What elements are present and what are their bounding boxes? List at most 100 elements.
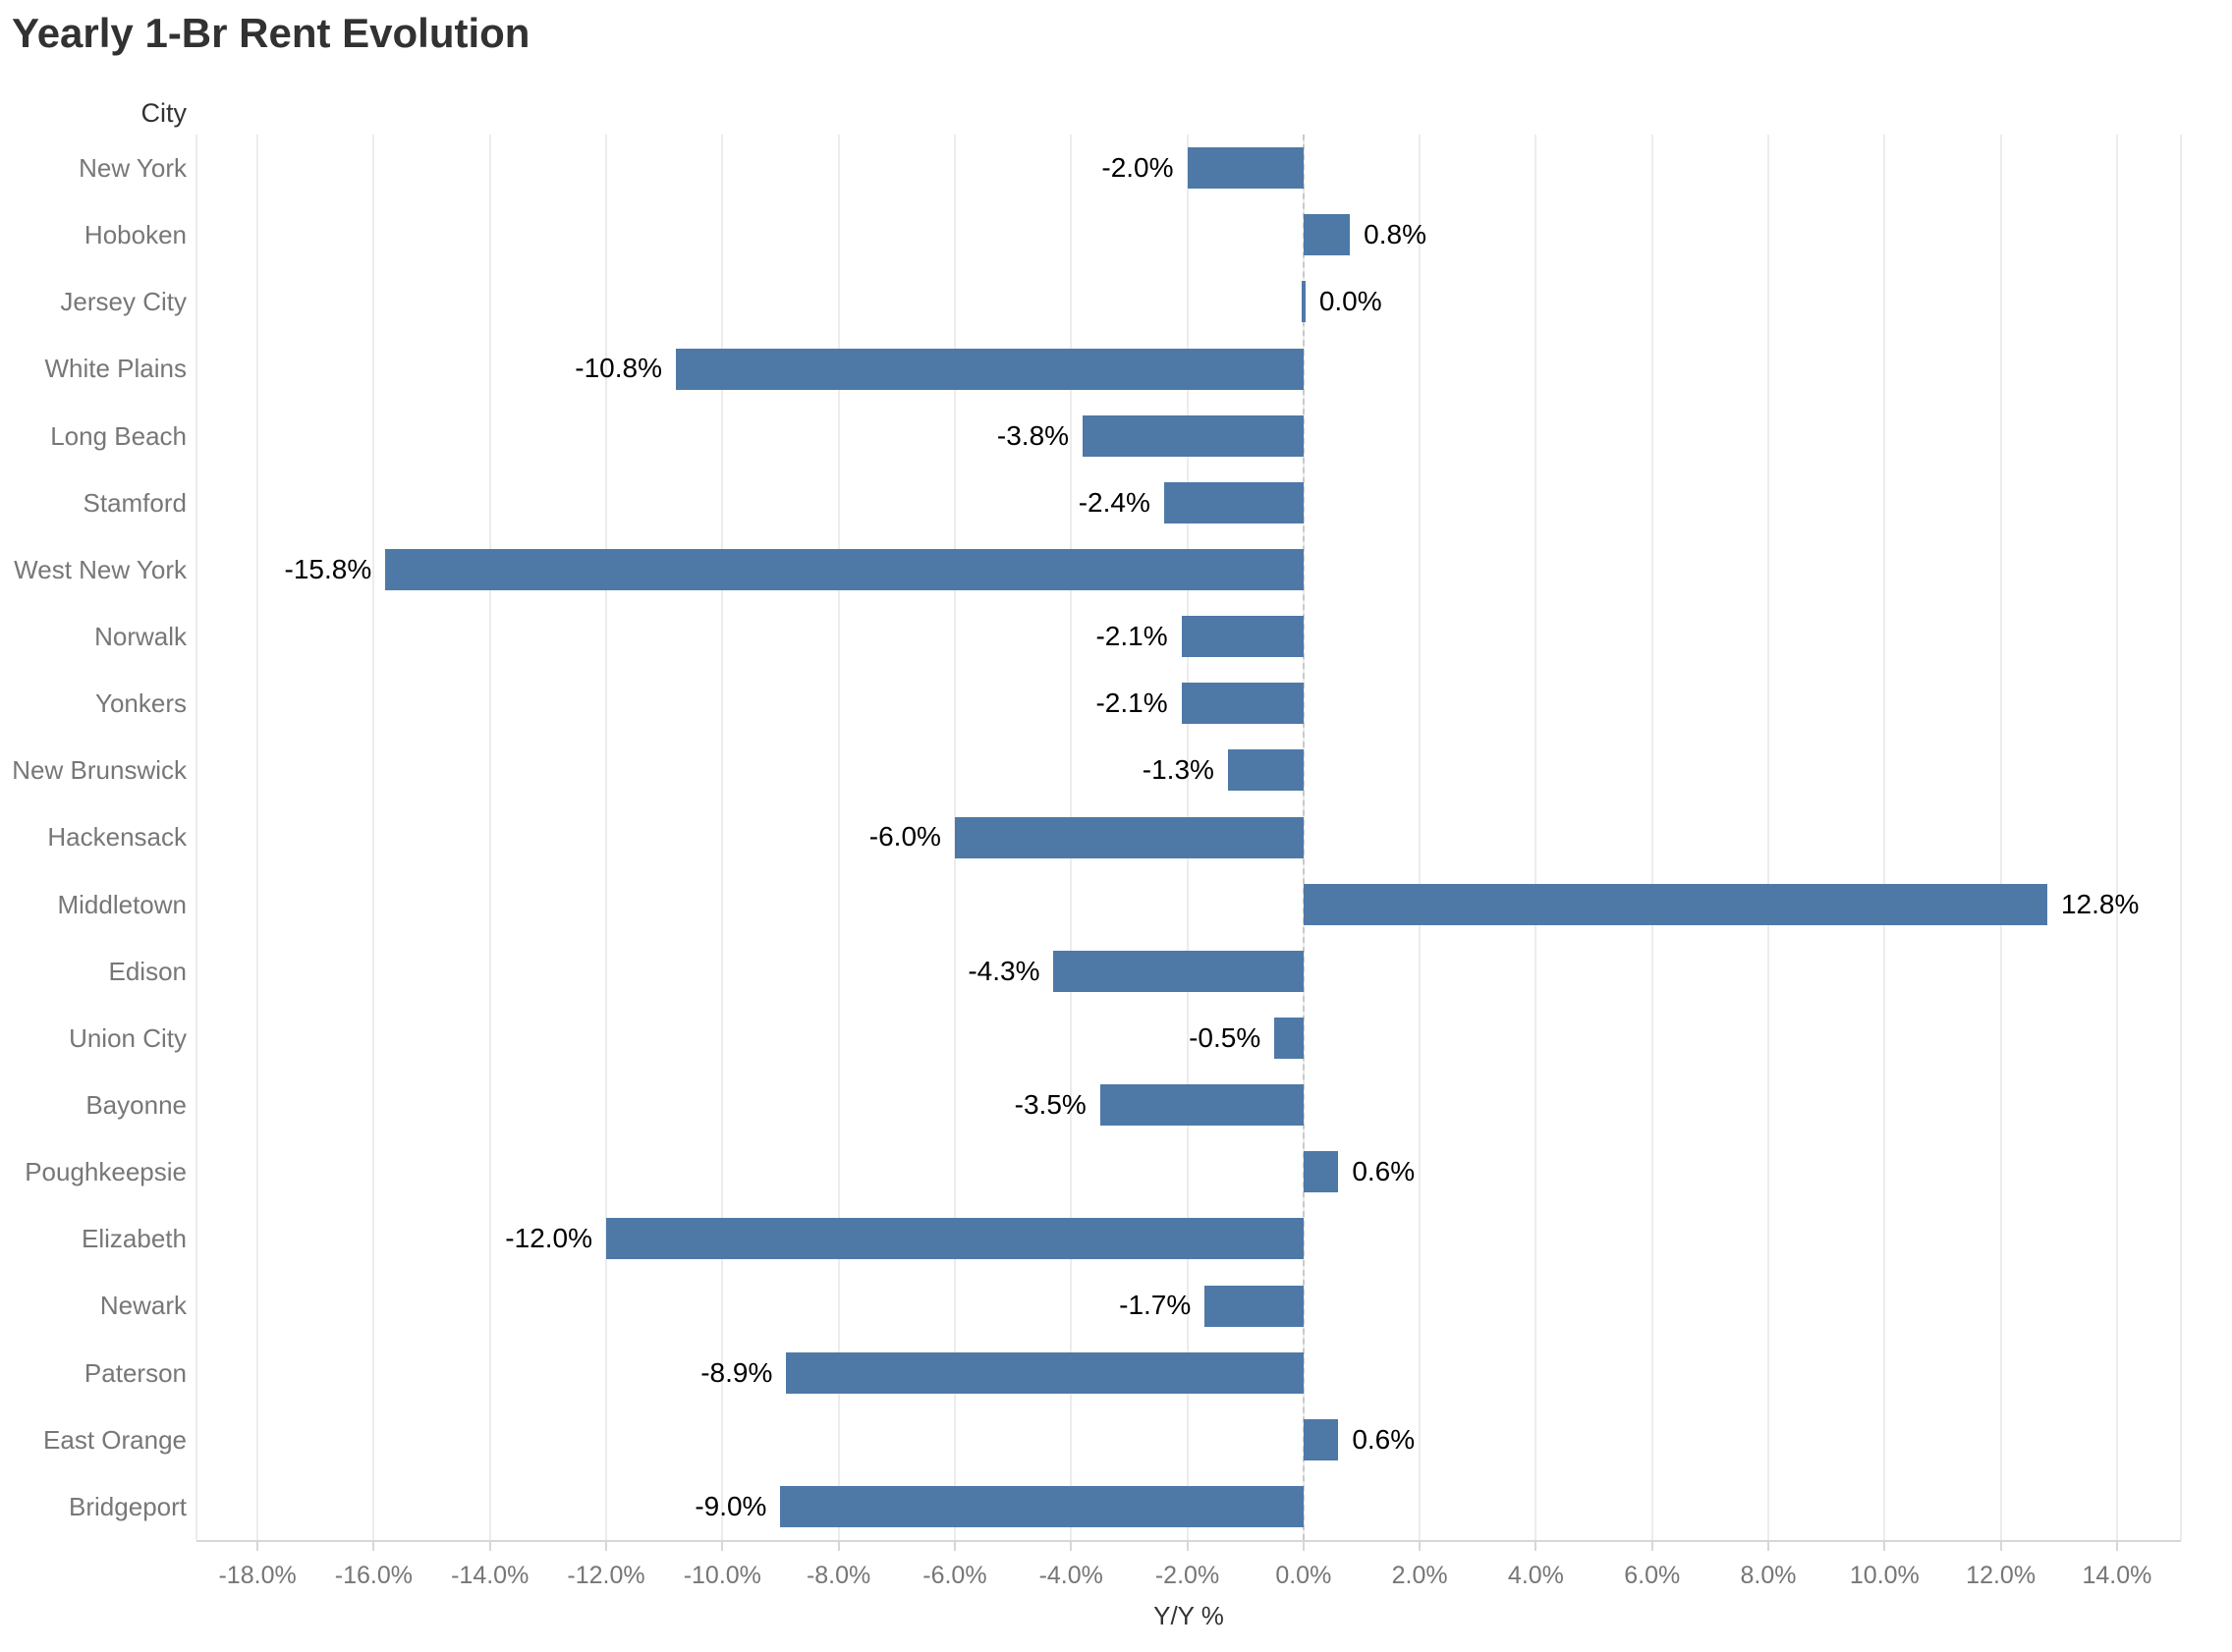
value-label: -8.9% [700, 1356, 773, 1388]
gridline [721, 135, 724, 1540]
zero-line [1302, 135, 1305, 1540]
axis-tick [1302, 1542, 1305, 1551]
value-label: -1.7% [1119, 1290, 1192, 1321]
axis-tick-label: 10.0% [1849, 1562, 1920, 1589]
bar[interactable] [1187, 147, 1304, 190]
bar[interactable] [1227, 749, 1304, 792]
axis-tick [837, 1542, 840, 1551]
axis-tick-label: -2.0% [1154, 1562, 1220, 1589]
category-label: New York [79, 153, 187, 183]
gridline [488, 135, 491, 1540]
axis-tick [372, 1542, 375, 1551]
axis-tick [605, 1542, 607, 1551]
gridline [256, 135, 259, 1540]
axis-tick-label: 8.0% [1740, 1562, 1797, 1589]
value-label: -9.0% [695, 1490, 767, 1521]
gridline [2115, 135, 2118, 1540]
axis-tick-label: -14.0% [451, 1562, 530, 1589]
bar[interactable] [780, 1485, 1304, 1527]
category-label: Hackensack [47, 822, 187, 853]
axis-tick-label: 12.0% [1966, 1562, 2037, 1589]
gridline [1650, 135, 1653, 1540]
bar[interactable] [1303, 214, 1351, 256]
bar[interactable] [606, 1218, 1304, 1260]
axis-tick-label: 6.0% [1624, 1562, 1681, 1589]
axis-tick-label: -16.0% [334, 1562, 414, 1589]
value-label: 0.8% [1364, 219, 1426, 250]
axis-tick [953, 1542, 956, 1551]
axis-tick [1534, 1542, 1537, 1551]
x-axis-line [196, 1540, 2181, 1542]
bar[interactable] [1181, 616, 1304, 658]
category-label: Newark [99, 1291, 187, 1321]
gridline [2180, 135, 2182, 1540]
value-label: -0.5% [1189, 1021, 1261, 1053]
axis-tick-label: -4.0% [1038, 1562, 1103, 1589]
bar[interactable] [954, 816, 1304, 858]
category-label: Poughkeepsie [25, 1157, 187, 1187]
gridline [837, 135, 840, 1540]
bar[interactable] [1204, 1285, 1304, 1327]
bar[interactable] [1053, 950, 1304, 992]
category-label: Stamford [83, 487, 188, 518]
axis-tick [2115, 1542, 2118, 1551]
bar[interactable] [1099, 1084, 1304, 1127]
value-label: -3.5% [1014, 1089, 1087, 1120]
category-label: Union City [69, 1022, 187, 1053]
category-label: Norwalk [94, 622, 187, 651]
category-label: White Plains [44, 354, 188, 384]
value-label: 0.0% [1318, 286, 1382, 317]
axis-tick [721, 1542, 724, 1551]
axis-tick [488, 1542, 491, 1551]
axis-tick-label: -12.0% [567, 1562, 645, 1589]
value-label: -10.8% [575, 353, 662, 384]
axis-tick [1767, 1542, 1770, 1551]
gridline [605, 135, 607, 1540]
value-label: -6.0% [868, 821, 941, 853]
bar[interactable] [1181, 683, 1304, 725]
category-label: Long Beach [50, 420, 187, 451]
gridline [372, 135, 375, 1540]
value-label: 0.6% [1352, 1423, 1416, 1455]
axis-tick-label: -18.0% [218, 1562, 297, 1589]
gridline [195, 135, 197, 1540]
bar[interactable] [1301, 281, 1306, 323]
value-label: -15.8% [284, 553, 372, 584]
x-axis-title: Y/Y % [1153, 1601, 1224, 1630]
column-header-city: City [140, 98, 188, 128]
value-label: 0.6% [1352, 1156, 1416, 1187]
gridline [1419, 135, 1422, 1540]
bar[interactable] [1303, 883, 2047, 925]
value-label: -12.0% [505, 1223, 593, 1254]
gridline [1883, 135, 1886, 1540]
bar[interactable] [1163, 481, 1304, 523]
chart-title: Yearly 1-Br Rent Evolution [12, 10, 530, 56]
axis-tick [1650, 1542, 1653, 1551]
value-label: -2.0% [1101, 152, 1174, 183]
category-label: Bayonne [85, 1090, 187, 1120]
category-label: Elizabeth [82, 1224, 187, 1254]
category-label: Bridgeport [69, 1491, 187, 1521]
value-label: -2.1% [1095, 621, 1168, 651]
bar[interactable] [385, 548, 1304, 590]
value-label: -1.3% [1142, 754, 1214, 786]
gridline [1534, 135, 1537, 1540]
category-label: Middletown [57, 889, 187, 919]
axis-tick-label: 0.0% [1275, 1562, 1332, 1589]
axis-tick [256, 1542, 259, 1551]
bar[interactable] [1303, 1418, 1339, 1460]
gridline [1999, 135, 2002, 1540]
bar[interactable] [1274, 1017, 1304, 1059]
bar[interactable] [1303, 1151, 1339, 1193]
bar[interactable] [1083, 414, 1304, 457]
bar[interactable] [786, 1351, 1304, 1394]
axis-tick [1883, 1542, 1886, 1551]
bar[interactable] [675, 348, 1304, 390]
value-label: -3.8% [996, 419, 1070, 451]
axis-tick [1070, 1542, 1073, 1551]
category-label: Yonkers [95, 688, 187, 719]
category-label: East Orange [43, 1424, 187, 1455]
category-label: Paterson [84, 1357, 187, 1388]
